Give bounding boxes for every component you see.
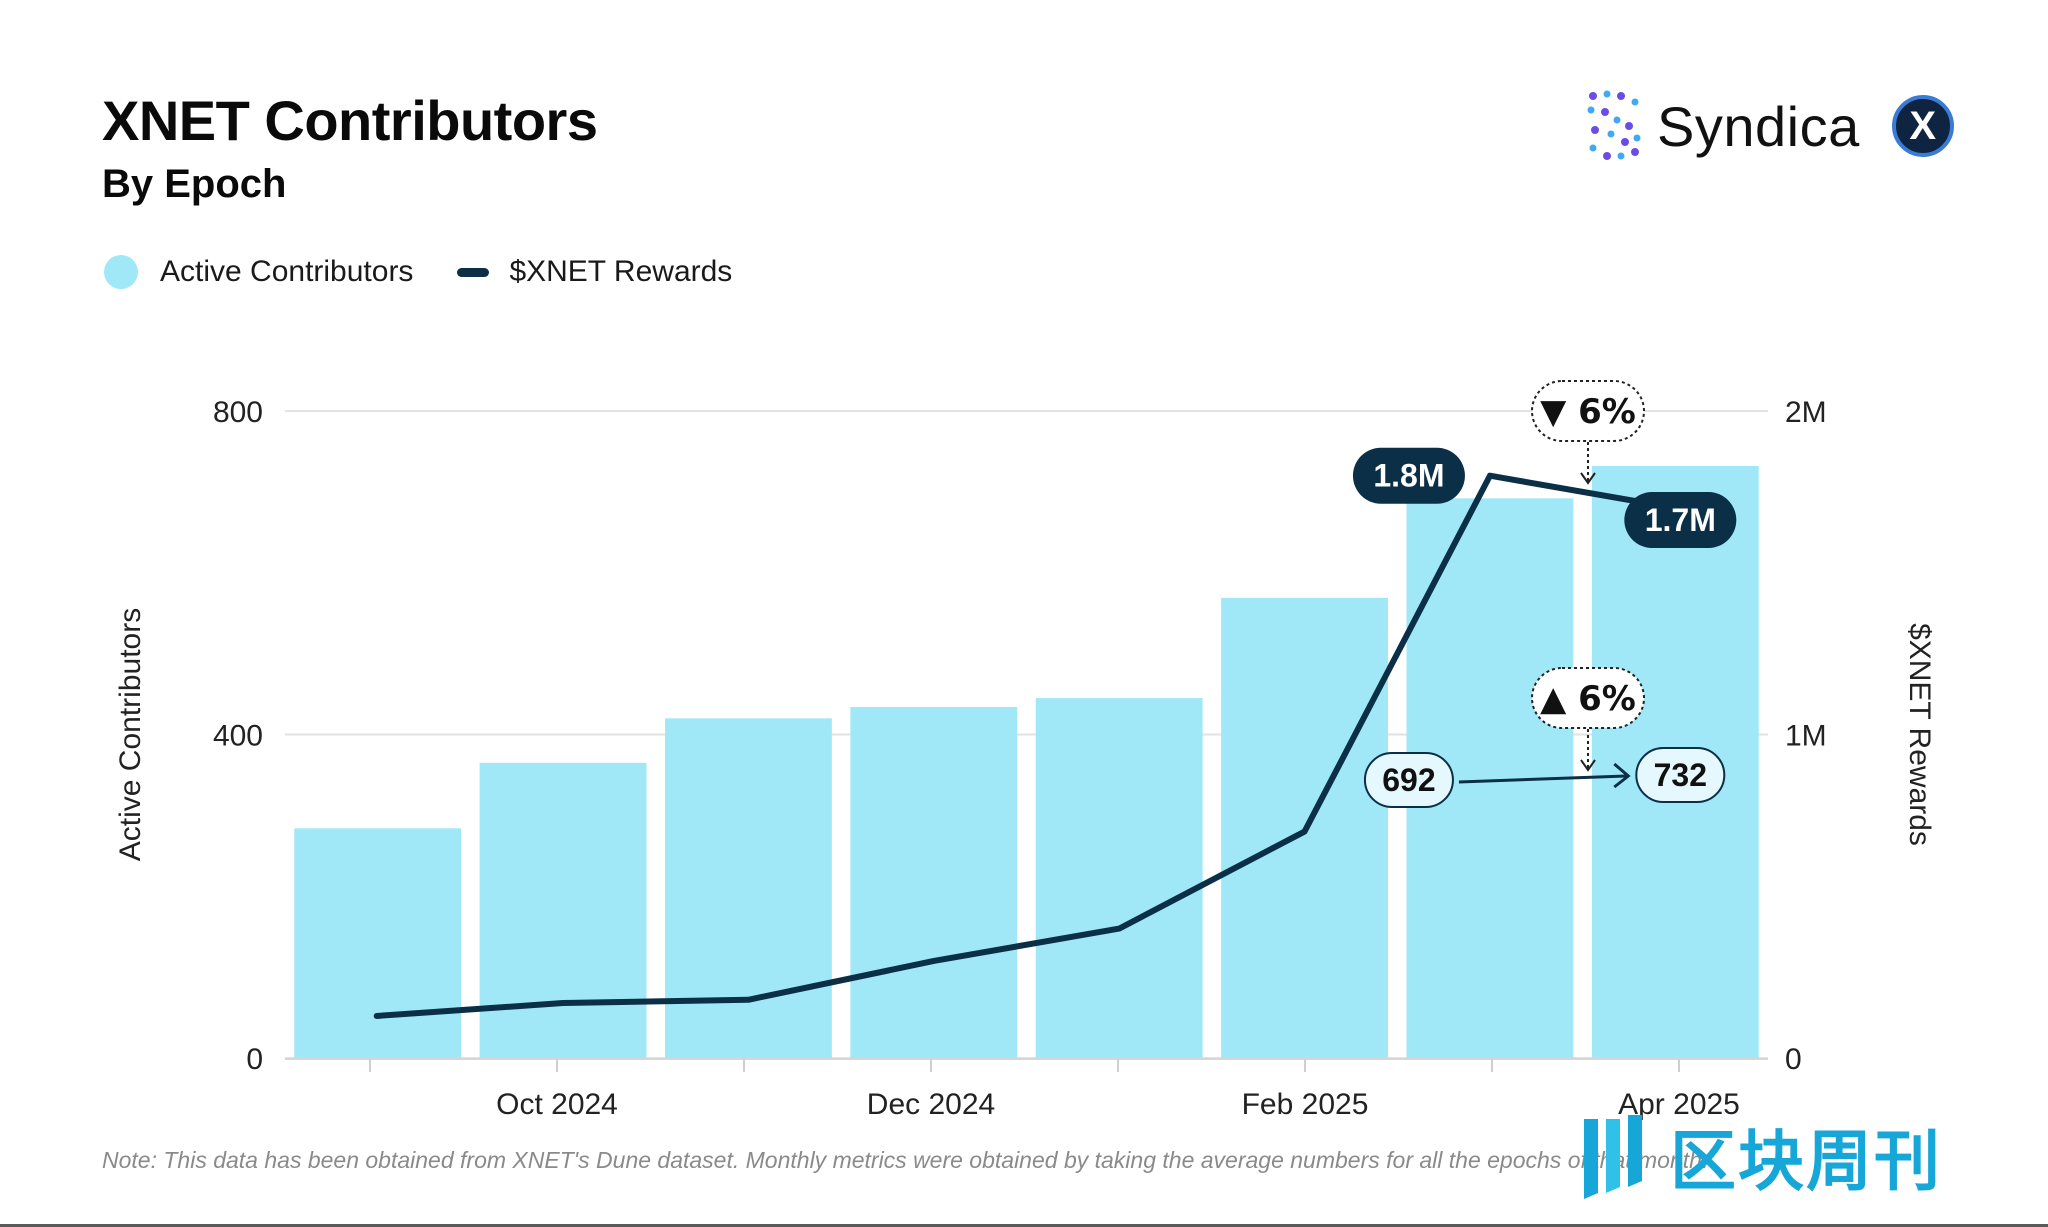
legend-label-rewards: $XNET Rewards xyxy=(509,255,733,288)
watermark-logo-icon xyxy=(1584,1115,1642,1199)
rewards-start-pill xyxy=(1352,447,1465,504)
y-left-tick-label: 800 xyxy=(213,396,263,429)
brand-logo: Syndica X xyxy=(1585,90,1954,162)
bar xyxy=(850,707,1018,1058)
legend-label-contributors: Active Contributors xyxy=(160,255,414,288)
y-right-tick-label: 2M xyxy=(1785,396,1827,429)
bar xyxy=(294,828,462,1058)
rewards-start-label: 1.8M xyxy=(1373,458,1444,494)
legend-item-contributors: Active Contributors xyxy=(104,255,413,289)
contributors-change-arrowhead xyxy=(1580,759,1596,772)
y-right-axis-label: $XNET Rewards xyxy=(1903,623,1936,846)
combo-chart: 0 400 800 0 1M 2M Active Contributors $XNET Rew… xyxy=(114,380,1936,1121)
bar xyxy=(479,762,647,1058)
brand-name: Syndica xyxy=(1657,94,1860,158)
rewards-end-label: 1.7M xyxy=(1645,502,1716,538)
bottom-divider xyxy=(0,1224,2048,1227)
rewards-change-arrowhead xyxy=(1580,472,1596,485)
footnote: Note: This data has been obtained from X… xyxy=(102,1147,1709,1173)
bar xyxy=(665,718,832,1058)
y-right-tick-label: 1M xyxy=(1785,720,1827,753)
rewards-change-label: ▼ 6% xyxy=(1540,392,1636,432)
syndica-logo-icon xyxy=(1587,90,1641,160)
contributors-start-label: 692 xyxy=(1382,762,1435,798)
legend-item-rewards: $XNET Rewards xyxy=(457,255,732,289)
chart-legend: Active Contributors $XNET Rewards xyxy=(104,255,776,289)
x-tick-label: Oct 2024 xyxy=(496,1088,618,1121)
xnet-logo-icon: X xyxy=(1891,95,1954,157)
contributors-end-label: 732 xyxy=(1654,757,1707,793)
y-left-tick-label: 0 xyxy=(246,1043,263,1076)
x-tick-label: Dec 2024 xyxy=(867,1088,995,1121)
contributors-arrowhead xyxy=(1613,762,1631,789)
chart-subtitle: By Epoch xyxy=(102,162,287,206)
contributors-start-pill xyxy=(1363,752,1454,808)
watermark-text: 区块周刊 xyxy=(1670,1124,1942,1198)
y-left-tick-label: 400 xyxy=(213,720,263,753)
contributors-arrow xyxy=(1458,774,1627,784)
legend-swatch-rewards xyxy=(457,267,490,277)
y-right-tick-label: 0 xyxy=(1785,1043,1802,1076)
bar xyxy=(1035,698,1203,1058)
legend-swatch-contributors xyxy=(104,255,138,289)
contributors-end-pill xyxy=(1635,747,1726,803)
rewards-end-pill xyxy=(1624,492,1737,549)
chart-title: XNET Contributors xyxy=(102,89,598,152)
watermark: 区块周刊 xyxy=(1580,1108,1942,1204)
y-left-axis-label: Active Contributors xyxy=(114,608,147,861)
series-line-rewards xyxy=(373,472,1679,1019)
x-tick-label: Feb 2025 xyxy=(1242,1088,1369,1121)
contributors-change-bubble xyxy=(1531,667,1645,729)
rewards-change-bubble xyxy=(1531,380,1645,442)
contributors-change-label: ▲ 6% xyxy=(1540,679,1636,719)
